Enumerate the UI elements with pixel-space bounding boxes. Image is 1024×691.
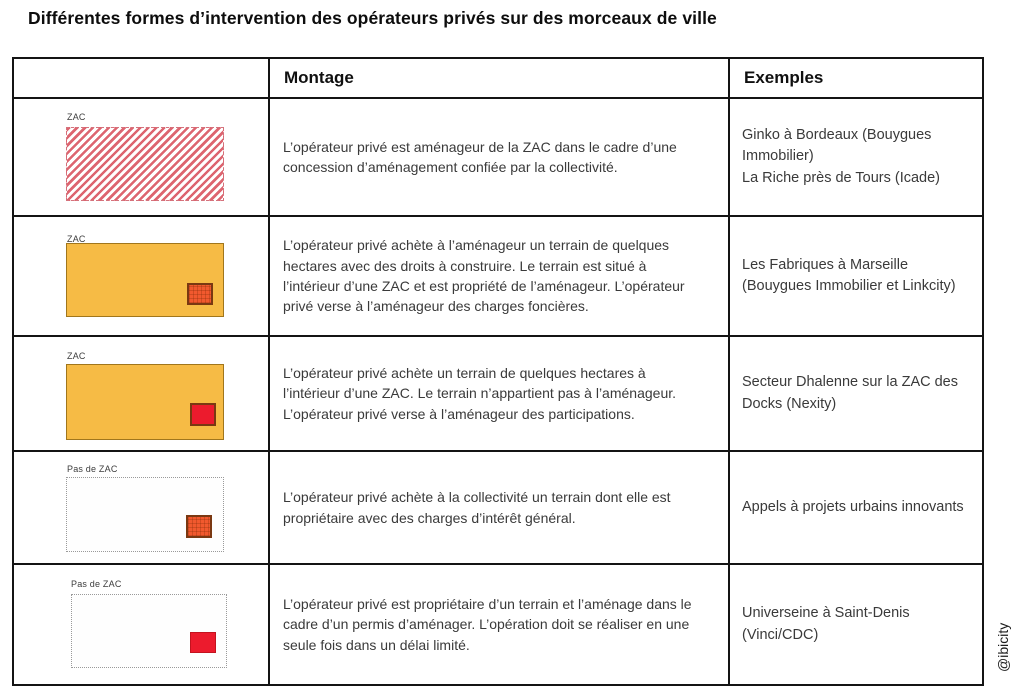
parcel-square-gridded [186,515,212,538]
parcel-square-red [190,632,216,653]
exemples-text: Ginko à Bordeaux (Bouygues Immobilier) L… [742,127,941,186]
diagram-cell-row1: ZAC [14,99,270,217]
montage-cell-row1: L’opérateur privé est aménageur de la ZA… [270,99,730,217]
no-zac-area [66,477,224,552]
zac-label: ZAC [67,234,86,244]
diagram-cell-row5: Pas de ZAC [14,565,270,684]
montage-cell-row4: L’opérateur privé achète à la collectivi… [270,452,730,565]
header-exemples-label: Exemples [744,68,824,87]
zac-label: ZAC [67,112,86,122]
exemples-cell-row5: Universeine à Saint-Denis (Vinci/CDC) [730,565,982,684]
parcel-square-gridded [187,283,213,305]
exemples-text: Appels à projets urbains innovants [742,498,964,515]
zac-hatched-area [66,127,224,201]
montage-text: L’opérateur privé est aménageur de la ZA… [283,138,677,175]
header-exemples: Exemples [730,59,982,99]
no-zac-area [71,594,227,668]
montage-text: L’opérateur privé est propriétaire d’un … [283,596,692,653]
credit-handle: @ibicity [995,622,1011,672]
intervention-forms-table: Montage Exemples ZAC L’opérateur privé e… [12,57,984,686]
parcel-square-red [190,403,216,426]
zac-area [66,243,224,317]
montage-cell-row2: L’opérateur privé achète à l’aménageur u… [270,217,730,337]
exemples-cell-row3: Secteur Dhalenne sur la ZAC des Docks (N… [730,337,982,452]
header-diagram-column [14,59,270,99]
exemples-cell-row2: Les Fabriques à Marseille (Bouygues Immo… [730,217,982,337]
exemples-cell-row1: Ginko à Bordeaux (Bouygues Immobilier) L… [730,99,982,217]
diagram-cell-row2: ZAC [14,217,270,337]
header-montage: Montage [270,59,730,99]
exemples-cell-row4: Appels à projets urbains innovants [730,452,982,565]
montage-cell-row3: L’opérateur privé achète un terrain de q… [270,337,730,452]
pas-de-zac-label: Pas de ZAC [71,579,122,589]
exemples-text: Les Fabriques à Marseille (Bouygues Immo… [742,256,956,294]
page-title: Différentes formes d’intervention des op… [28,8,717,28]
exemples-text: Universeine à Saint-Denis (Vinci/CDC) [742,605,910,643]
zac-area [66,364,224,440]
montage-text: L’opérateur privé achète un terrain de q… [283,365,677,422]
exemples-text: Secteur Dhalenne sur la ZAC des Docks (N… [742,374,958,412]
montage-text: L’opérateur privé achète à l’aménageur u… [283,237,685,315]
zac-label: ZAC [67,351,86,361]
pas-de-zac-label: Pas de ZAC [67,464,118,474]
header-montage-label: Montage [284,68,354,87]
diagram-cell-row4: Pas de ZAC [14,452,270,565]
montage-cell-row5: L’opérateur privé est propriétaire d’un … [270,565,730,684]
diagram-cell-row3: ZAC [14,337,270,452]
montage-text: L’opérateur privé achète à la collectivi… [283,489,671,526]
